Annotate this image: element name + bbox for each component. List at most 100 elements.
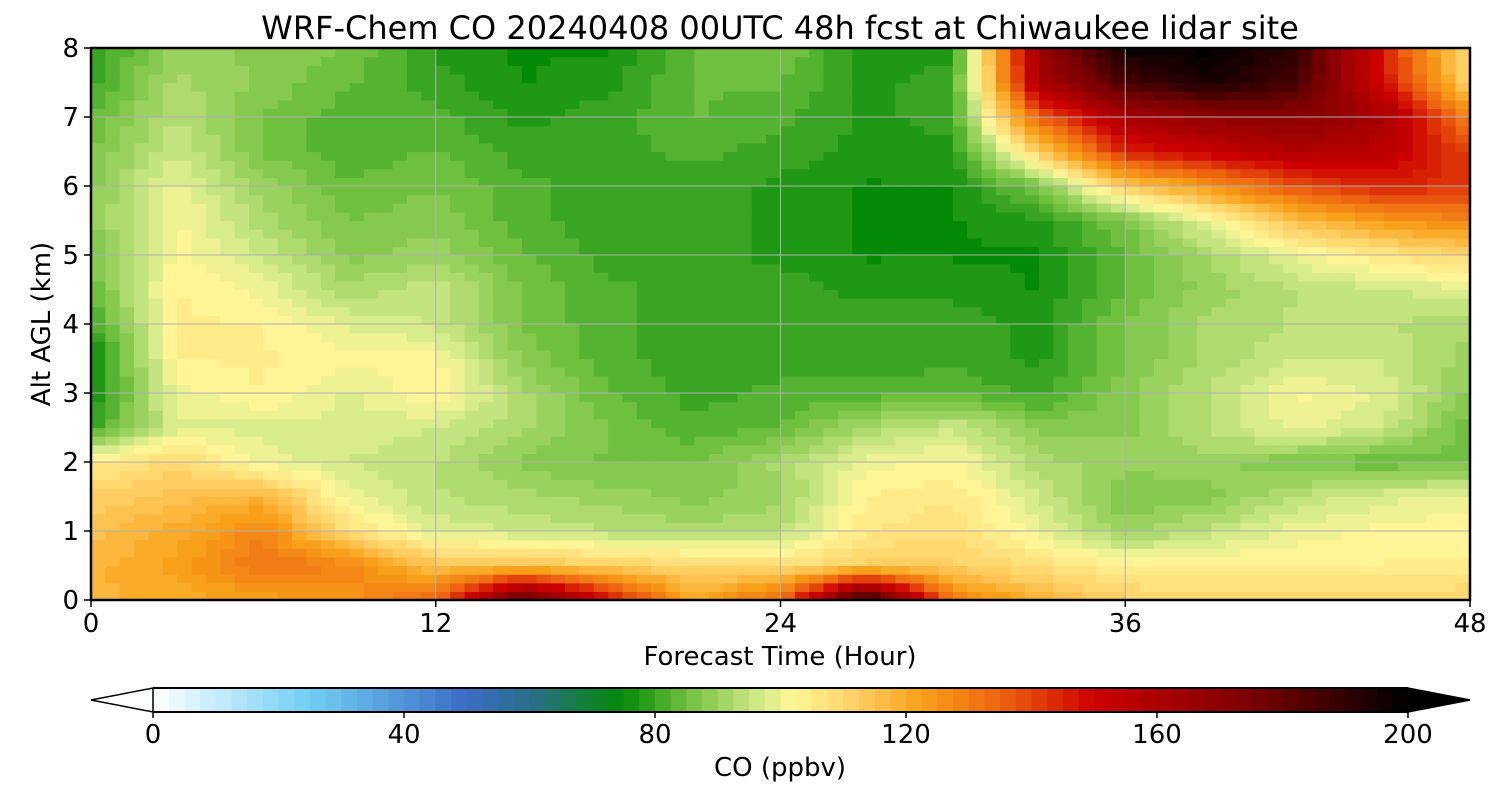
heatmap-cell	[909, 125, 925, 135]
heatmap-cell	[679, 108, 695, 118]
heatmap-cell	[1096, 306, 1112, 316]
heatmap-cell	[622, 349, 638, 360]
heatmap-cell	[1139, 496, 1155, 506]
heatmap-cell	[450, 462, 466, 472]
heatmap-cell	[766, 272, 782, 282]
heatmap-cell	[952, 289, 968, 299]
heatmap-cell	[708, 117, 724, 127]
heatmap-cell	[952, 384, 968, 394]
heatmap-cell	[1125, 315, 1141, 325]
heatmap-cell	[565, 48, 580, 58]
heatmap-cell	[651, 246, 667, 256]
heatmap-cell	[234, 48, 250, 58]
heatmap-cell	[91, 194, 106, 204]
heatmap-cell	[378, 324, 394, 334]
heatmap-cell	[1110, 539, 1126, 549]
heatmap-cell	[967, 117, 983, 127]
heatmap-cell	[421, 168, 437, 178]
heatmap-cell	[450, 341, 466, 351]
heatmap-cell	[751, 453, 767, 463]
heatmap-cell	[938, 332, 954, 342]
heatmap-cell	[363, 487, 379, 498]
heatmap-cell	[837, 522, 853, 532]
heatmap-cell	[579, 341, 595, 351]
heatmap-cell	[220, 505, 236, 515]
heatmap-cell	[981, 194, 997, 204]
heatmap-cell	[134, 255, 150, 265]
heatmap-cell	[579, 591, 595, 600]
heatmap-cell	[292, 289, 308, 299]
heatmap-cell	[708, 324, 724, 334]
heatmap-cell	[378, 375, 394, 385]
heatmap-cell	[1168, 487, 1184, 498]
heatmap-cell	[177, 168, 193, 178]
heatmap-cell	[938, 487, 954, 498]
heatmap-cell	[1053, 306, 1069, 316]
heatmap-cell	[134, 574, 150, 584]
heatmap-cell	[493, 82, 509, 92]
heatmap-cell	[435, 324, 451, 334]
heatmap-cell	[1082, 453, 1098, 463]
heatmap-cell	[550, 582, 566, 592]
heatmap-cell	[464, 168, 480, 178]
heatmap-cell	[1053, 211, 1069, 222]
heatmap-cell	[478, 289, 494, 299]
heatmap-cell	[191, 142, 207, 153]
heatmap-cell	[119, 91, 135, 101]
heatmap-cell	[909, 142, 925, 153]
heatmap-cell	[679, 548, 695, 558]
heatmap-cell	[1096, 280, 1112, 291]
heatmap-cell	[1053, 341, 1069, 351]
heatmap-cell	[349, 65, 365, 75]
heatmap-cell	[119, 462, 135, 472]
heatmap-cell	[1082, 289, 1098, 299]
heatmap-cell	[723, 427, 738, 437]
heatmap-cell	[521, 194, 537, 204]
heatmap-cell	[938, 436, 954, 446]
heatmap-cell	[1168, 315, 1184, 325]
heatmap-cell	[938, 522, 954, 532]
heatmap-cell	[234, 298, 250, 308]
heatmap-cell	[837, 453, 853, 463]
heatmap-cell	[967, 125, 983, 135]
heatmap-cell	[220, 522, 236, 532]
heatmap-cell	[1125, 436, 1141, 446]
heatmap-cell	[421, 280, 437, 291]
heatmap-cell	[881, 393, 897, 403]
heatmap-cell	[909, 582, 925, 592]
heatmap-cell	[191, 375, 207, 385]
heatmap-cell	[249, 496, 264, 506]
heatmap-cell	[263, 565, 279, 575]
heatmap-cell	[148, 142, 164, 153]
heatmap-cell	[1067, 306, 1083, 316]
heatmap-cell	[493, 522, 509, 532]
heatmap-cell	[895, 591, 911, 600]
heatmap-cell	[1039, 99, 1055, 109]
heatmap-cell	[924, 470, 940, 480]
heatmap-cell	[349, 539, 365, 549]
heatmap-cell	[277, 358, 293, 368]
heatmap-cell	[1096, 211, 1112, 222]
heatmap-cell	[1168, 142, 1184, 153]
heatmap-cell	[723, 591, 738, 600]
heatmap-cell	[981, 306, 997, 316]
heatmap-cell	[622, 229, 638, 239]
heatmap-cell	[1067, 418, 1083, 429]
heatmap-cell	[1067, 117, 1083, 127]
heatmap-cell	[177, 470, 193, 480]
heatmap-cell	[579, 117, 595, 127]
heatmap-cell	[536, 117, 552, 127]
heatmap-cell	[464, 531, 480, 541]
heatmap-cell	[809, 255, 825, 265]
heatmap-cell	[435, 591, 451, 600]
heatmap-cell	[737, 289, 753, 299]
heatmap-cell	[335, 272, 351, 282]
heatmap-cell	[407, 73, 422, 84]
heatmap-cell	[478, 211, 494, 222]
heatmap-cell	[105, 375, 121, 385]
heatmap-cell	[679, 556, 695, 567]
heatmap-cell	[378, 487, 394, 498]
heatmap-cell	[924, 548, 940, 558]
heatmap-cell	[220, 48, 236, 58]
heatmap-cell	[392, 531, 408, 541]
